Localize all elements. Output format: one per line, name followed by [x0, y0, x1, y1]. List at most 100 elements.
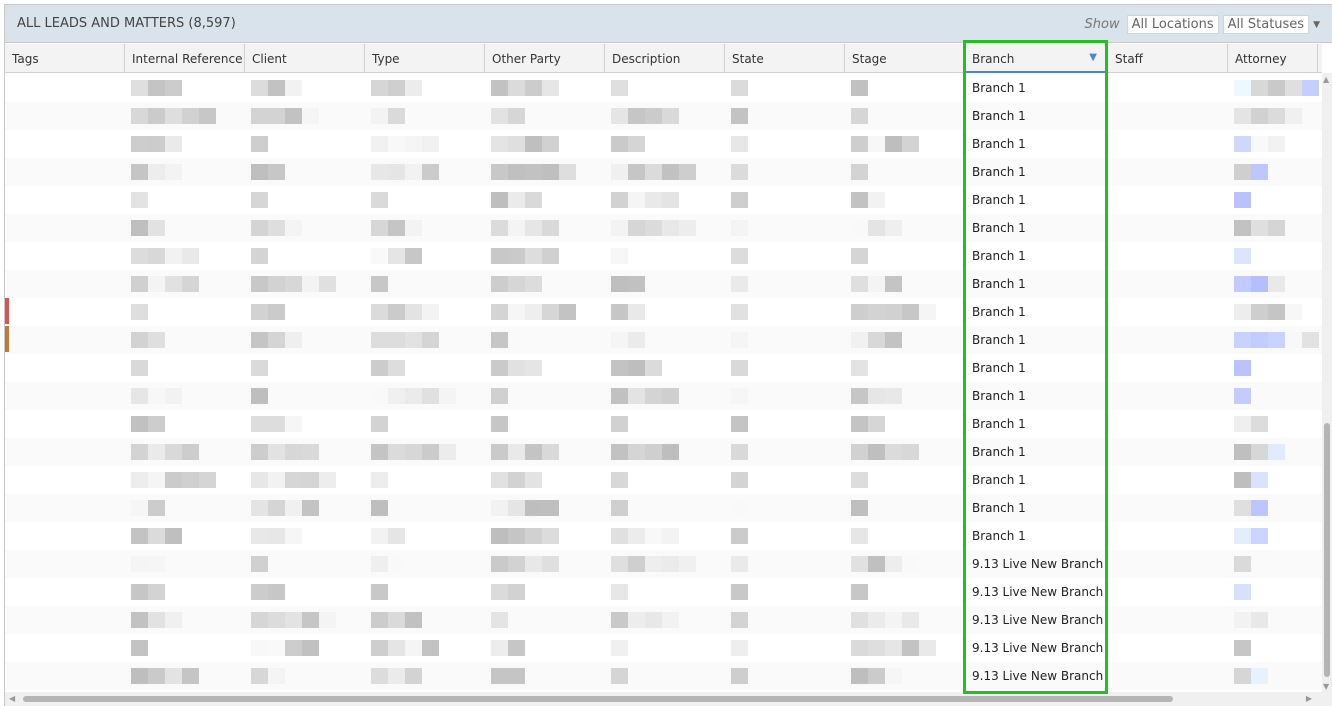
- column-header-state[interactable]: State: [725, 44, 845, 73]
- scroll-right-icon[interactable]: ▶: [1305, 694, 1312, 703]
- redacted-block: [611, 472, 628, 488]
- table-row[interactable]: Branch 1: [5, 74, 1322, 102]
- status-filter[interactable]: All Statuses: [1222, 15, 1310, 34]
- column-header-tags[interactable]: Tags: [5, 44, 125, 73]
- table-row[interactable]: 9.13 Live New Branch: [5, 578, 1322, 606]
- column-header-branch[interactable]: Branch ▼: [965, 44, 1108, 73]
- redacted-block: [628, 528, 645, 544]
- chevron-down-icon[interactable]: ▼: [1313, 19, 1320, 30]
- redacted-block: [679, 220, 696, 236]
- redacted-block: [491, 276, 508, 292]
- redacted-block: [388, 108, 405, 124]
- vertical-scroll-thumb[interactable]: [1324, 423, 1330, 677]
- redacted-block: [1251, 612, 1268, 628]
- branch-cell: Branch 1: [972, 389, 1026, 403]
- redacted-block: [1234, 444, 1251, 460]
- vertical-scrollbar[interactable]: ▲ ▼: [1322, 73, 1332, 693]
- table-row[interactable]: Branch 1: [5, 186, 1322, 214]
- column-header-description[interactable]: Description: [605, 44, 725, 73]
- column-header-client[interactable]: Client: [245, 44, 365, 73]
- redacted-block: [851, 584, 868, 600]
- table-row[interactable]: Branch 1: [5, 522, 1322, 550]
- redacted-block: [885, 388, 902, 404]
- redacted-cell: [605, 130, 725, 158]
- redacted-cell: [365, 662, 485, 690]
- table-row[interactable]: Branch 1: [5, 270, 1322, 298]
- redacted-cell: [605, 242, 725, 270]
- redacted-block: [285, 640, 302, 656]
- redacted-block: [508, 500, 525, 516]
- redacted-block: [371, 500, 388, 516]
- redacted-cell: [5, 74, 125, 102]
- column-header-type[interactable]: Type: [365, 44, 485, 73]
- table-row[interactable]: Branch 1: [5, 466, 1322, 494]
- redacted-block: [919, 640, 936, 656]
- redacted-block: [1251, 472, 1268, 488]
- table-row[interactable]: Branch 1: [5, 438, 1322, 466]
- horizontal-scrollbar[interactable]: ◀ ▶: [5, 692, 1332, 706]
- scroll-up-icon[interactable]: ▲: [1323, 75, 1330, 84]
- redacted-block: [662, 388, 679, 404]
- location-filter[interactable]: All Locations: [1126, 15, 1219, 34]
- table-row[interactable]: 9.13 Live New Branch: [5, 634, 1322, 662]
- redacted-cell: [485, 102, 605, 130]
- redacted-block: [388, 332, 405, 348]
- redacted-block: [182, 472, 199, 488]
- table-row[interactable]: 9.13 Live New Branch: [5, 550, 1322, 578]
- redacted-cell: [5, 186, 125, 214]
- branch-cell: 9.13 Live New Branch: [972, 641, 1104, 655]
- branch-cell: Branch 1: [972, 305, 1026, 319]
- redacted-block: [611, 332, 628, 348]
- redacted-block: [165, 528, 182, 544]
- redacted-cell: [5, 382, 125, 410]
- redacted-cell: [845, 494, 965, 522]
- redacted-block: [371, 164, 388, 180]
- redacted-cell: [1108, 298, 1228, 326]
- redacted-block: [371, 668, 388, 684]
- scroll-down-icon[interactable]: ▼: [1323, 682, 1330, 691]
- redacted-cell: [725, 186, 845, 214]
- redacted-block: [285, 108, 302, 124]
- redacted-cell: [5, 410, 125, 438]
- sort-arrow-icon[interactable]: ▼: [1089, 52, 1097, 63]
- redacted-block: [251, 528, 268, 544]
- branch-cell: Branch 1: [972, 501, 1026, 515]
- redacted-cell: [245, 522, 365, 550]
- table-row[interactable]: Branch 1: [5, 494, 1322, 522]
- table-row[interactable]: Branch 1: [5, 242, 1322, 270]
- redacted-block: [405, 304, 422, 320]
- table-row[interactable]: Branch 1: [5, 130, 1322, 158]
- table-row[interactable]: Branch 1: [5, 410, 1322, 438]
- horizontal-scroll-thumb[interactable]: [23, 696, 1173, 702]
- redacted-block: [525, 472, 542, 488]
- table-row[interactable]: Branch 1: [5, 382, 1322, 410]
- redacted-cell: [845, 634, 965, 662]
- column-header-attorney[interactable]: Attorney: [1228, 44, 1318, 73]
- redacted-block: [628, 136, 645, 152]
- redacted-block: [371, 192, 388, 208]
- table-row[interactable]: Branch 1: [5, 298, 1322, 326]
- redacted-cell: [1108, 354, 1228, 382]
- column-header-internal-reference[interactable]: Internal Reference: [125, 44, 245, 73]
- redacted-block: [559, 304, 576, 320]
- table-row[interactable]: Branch 1: [5, 102, 1322, 130]
- table-row[interactable]: Branch 1: [5, 354, 1322, 382]
- column-header-other-party[interactable]: Other Party: [485, 44, 605, 73]
- redacted-cell: [485, 438, 605, 466]
- redacted-cell: [125, 662, 245, 690]
- redacted-block: [199, 472, 216, 488]
- redacted-block: [251, 276, 268, 292]
- redacted-block: [1234, 640, 1251, 656]
- table-row[interactable]: 9.13 Live New Branch: [5, 662, 1322, 690]
- column-header-stage[interactable]: Stage: [845, 44, 965, 73]
- table-row[interactable]: Branch 1: [5, 326, 1322, 354]
- table-row[interactable]: Branch 1: [5, 158, 1322, 186]
- scroll-left-icon[interactable]: ◀: [9, 694, 16, 703]
- table-row[interactable]: 9.13 Live New Branch: [5, 606, 1322, 634]
- tag-color-marker: [5, 298, 9, 324]
- redacted-cell: [1228, 662, 1318, 690]
- redacted-block: [508, 108, 525, 124]
- table-row[interactable]: Branch 1: [5, 214, 1322, 242]
- redacted-cell: [485, 214, 605, 242]
- column-header-staff[interactable]: Staff: [1108, 44, 1228, 73]
